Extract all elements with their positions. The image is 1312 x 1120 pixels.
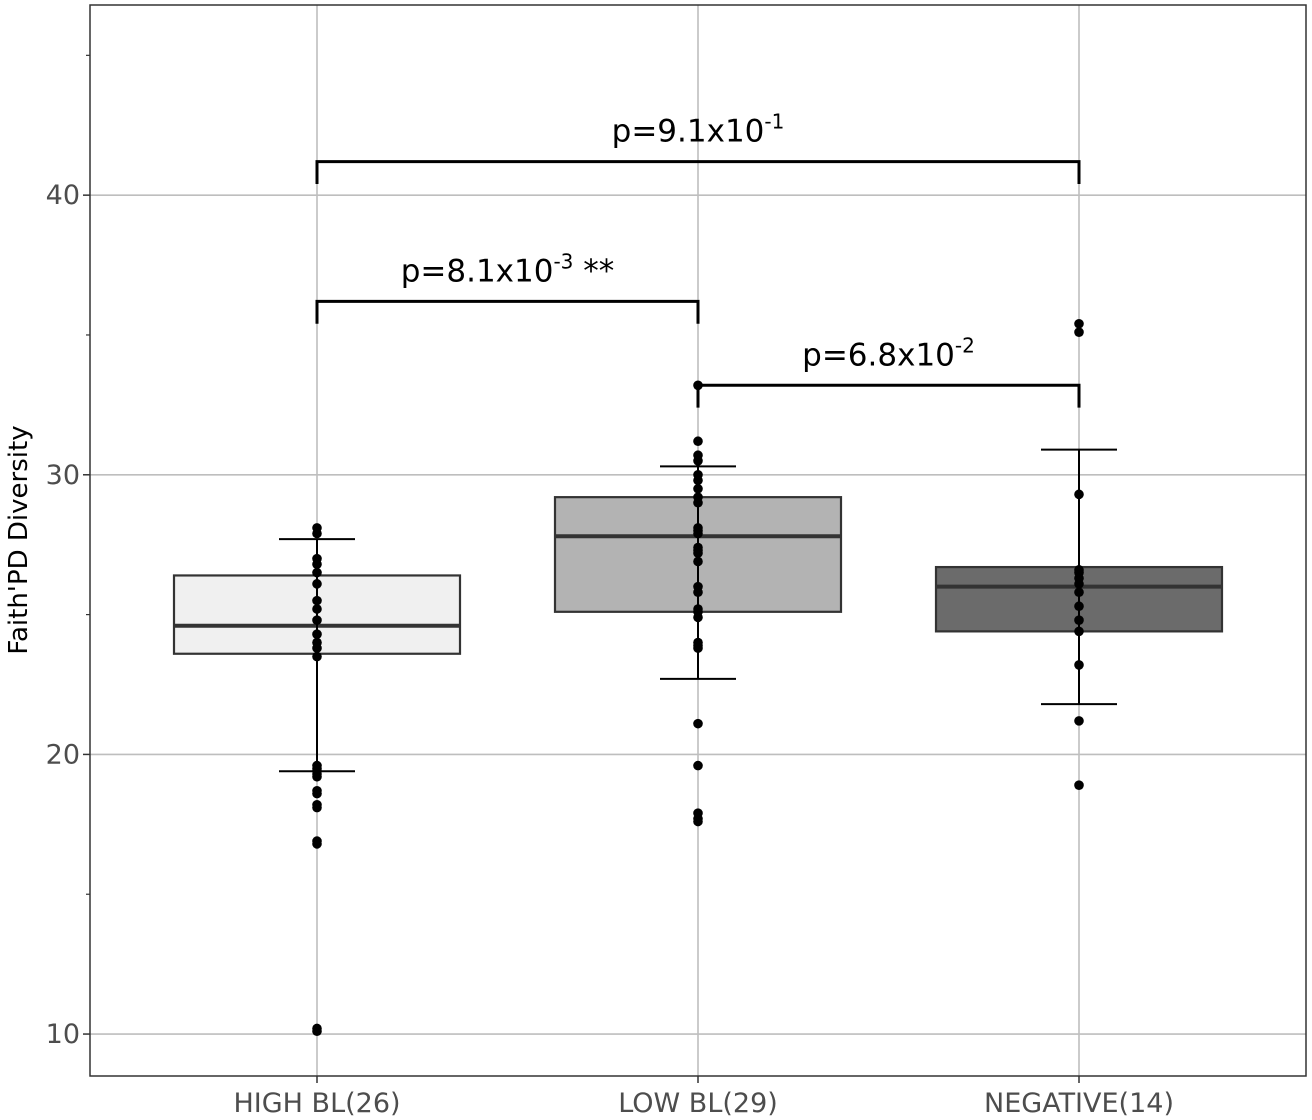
data-point	[693, 497, 703, 508]
significance-bracket	[315, 299, 700, 324]
y-axis-title: Faith'PD Diversity	[4, 425, 34, 654]
data-point	[693, 581, 703, 592]
data-point	[312, 643, 322, 653]
data-point	[312, 1026, 322, 1037]
y-tick-label: 20	[46, 739, 80, 770]
x-tick-label: LOW BL(29)	[618, 1088, 778, 1119]
data-point	[1074, 626, 1084, 637]
p-value-label: p=9.1x10-1	[612, 110, 785, 150]
axes: 10 20 30 40 HIGH BL(26) LOW BL(29) NEGATIVE(14…	[46, 54, 1174, 1119]
x-tick-label: HIGH BL(26)	[233, 1088, 400, 1119]
data-point	[1074, 318, 1084, 329]
data-point	[693, 456, 703, 466]
significance-bracket	[315, 160, 1081, 184]
data-point	[1074, 716, 1084, 726]
data-point	[1074, 489, 1084, 500]
data-point	[312, 802, 322, 813]
data-point	[312, 839, 322, 849]
data-point	[693, 436, 703, 447]
data-point	[693, 718, 703, 729]
data-point	[312, 528, 322, 539]
y-tick-label: 10	[46, 1019, 80, 1050]
data-point	[312, 651, 322, 662]
data-point	[1074, 615, 1084, 625]
data-point	[312, 604, 322, 614]
data-point	[1074, 601, 1084, 612]
data-point	[693, 556, 703, 567]
p-value-label: p=8.1x10-3 **	[401, 249, 615, 289]
data-point	[693, 469, 703, 480]
data-point	[693, 525, 703, 536]
data-point	[693, 545, 703, 556]
y-tick-label: 30	[46, 460, 80, 491]
data-point	[1074, 573, 1084, 584]
data-point	[693, 612, 703, 623]
significance-brackets: p=8.1x10-3 ** p=6.8x10-2 p=9.1x10-1	[315, 110, 1081, 408]
data-point	[1074, 327, 1084, 337]
data-point	[693, 760, 703, 771]
data-point	[1074, 587, 1084, 598]
data-points	[312, 318, 1084, 1037]
data-point	[312, 771, 322, 782]
data-point	[312, 788, 322, 799]
data-point	[312, 629, 322, 639]
data-point	[312, 595, 322, 606]
data-point	[312, 567, 322, 578]
data-point	[312, 615, 322, 625]
data-point	[693, 640, 703, 651]
data-point	[312, 579, 322, 589]
data-point	[693, 483, 703, 494]
data-point	[1074, 660, 1084, 670]
data-point	[1074, 780, 1084, 790]
p-value-label: p=6.8x10-2	[802, 333, 975, 373]
significance-bracket	[696, 383, 1081, 408]
data-point	[693, 816, 703, 827]
data-point	[312, 553, 322, 564]
y-tick-label: 40	[46, 180, 80, 211]
x-tick-label: NEGATIVE(14)	[984, 1088, 1174, 1119]
